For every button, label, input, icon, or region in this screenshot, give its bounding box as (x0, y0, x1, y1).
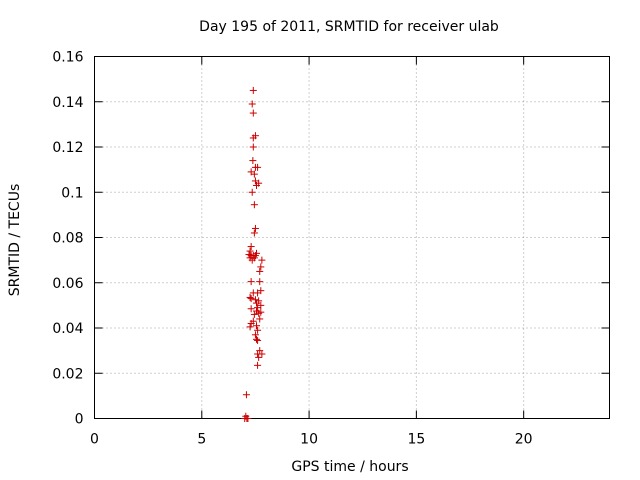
data-point (248, 188, 256, 196)
data-point (247, 278, 255, 286)
data-point (254, 336, 262, 344)
data-point (256, 278, 264, 286)
data-point (256, 315, 264, 323)
data-point (249, 289, 257, 297)
data-point (250, 310, 258, 318)
data-point (256, 267, 264, 275)
data-point (253, 299, 261, 307)
x-axis-label: GPS time / hours (291, 459, 408, 475)
data-point (253, 322, 261, 330)
y-tick-label: 0.1 (61, 185, 83, 201)
axis-ticks: 0 0.02 0.04 0.06 0.08 0.1 0.12 0.14 0.16 0 5 10 15 20 (52, 50, 610, 448)
x-tick-label: 10 (300, 432, 318, 448)
grid-lines (94, 56, 610, 419)
y-tick-label: 0 (75, 412, 84, 428)
data-point (251, 296, 259, 304)
data-point (258, 256, 266, 264)
data-point (253, 335, 261, 343)
data-point (250, 201, 258, 209)
data-point (254, 163, 262, 171)
x-tick-label: 5 (197, 432, 206, 448)
data-point (249, 157, 257, 165)
data-point (254, 304, 262, 312)
x-tick-label: 0 (90, 432, 99, 448)
x-tick-label: 20 (515, 432, 533, 448)
data-point (253, 181, 261, 189)
data-point (244, 415, 252, 422)
data-point (250, 170, 258, 178)
data-point (255, 353, 263, 361)
y-tick-label: 0.16 (52, 50, 83, 66)
data-point (258, 350, 266, 358)
data-point (247, 243, 255, 251)
scatter-points (241, 86, 266, 422)
x-tick-label: 15 (407, 432, 425, 448)
data-point (251, 224, 259, 232)
data-point (249, 109, 257, 117)
chart-title: Day 195 of 2011, SRMTID for receiver ula… (199, 19, 499, 35)
y-tick-label: 0.02 (52, 366, 83, 382)
data-point (253, 249, 261, 257)
data-point (257, 263, 265, 271)
data-point (254, 361, 262, 369)
data-point (251, 331, 259, 339)
data-point (250, 254, 258, 262)
data-point (246, 293, 254, 301)
y-tick-label: 0.12 (52, 140, 83, 156)
y-tick-label: 0.06 (52, 276, 83, 292)
data-point (250, 229, 258, 237)
data-point (247, 295, 255, 303)
data-point (247, 305, 255, 313)
y-tick-label: 0.04 (52, 321, 83, 337)
data-point (242, 391, 250, 399)
data-point (249, 134, 257, 142)
y-tick-label: 0.14 (52, 95, 83, 111)
data-point (255, 309, 263, 317)
y-axis-label: SRMTID / TECUs (7, 184, 23, 297)
data-point (254, 326, 262, 334)
data-point (246, 247, 254, 255)
data-point (248, 100, 256, 108)
plot-frame (94, 56, 610, 419)
y-tick-label: 0.08 (52, 231, 83, 247)
data-point (247, 319, 255, 327)
data-point (246, 323, 254, 331)
data-point (249, 143, 257, 151)
data-point (249, 86, 257, 94)
